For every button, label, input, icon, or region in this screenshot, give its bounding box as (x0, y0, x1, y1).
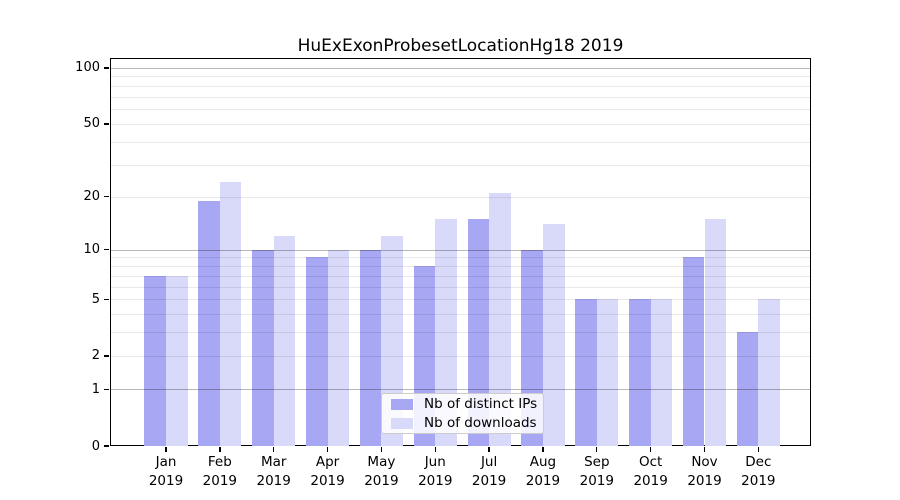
x-tick-mark (326, 447, 329, 452)
legend-entry-downloads: Nb of downloads (388, 415, 537, 431)
x-tick-label: Dec 2019 (741, 454, 776, 489)
x-tick-mark (703, 447, 706, 452)
bar-distinct-ips-dec (736, 332, 759, 446)
y-tick-label: 20 (83, 189, 100, 205)
bar-downloads-oct (650, 299, 673, 446)
gridline-minor (110, 257, 811, 259)
gridline-major (110, 249, 811, 251)
gridline-minor (110, 76, 811, 78)
gridline-minor (110, 265, 811, 267)
gridline-minor (110, 355, 811, 357)
x-tick-label: Jan 2019 (148, 454, 184, 489)
bar-downloads-jul (489, 192, 511, 446)
x-tick-label: Jul 2019 (471, 454, 507, 489)
x-tick-mark (380, 447, 383, 452)
x-tick-mark (219, 447, 221, 452)
gridline-major (110, 389, 811, 391)
x-tick-mark (596, 447, 598, 452)
gridline-minor (110, 275, 811, 277)
bar-downloads-dec (758, 299, 780, 446)
y-tick-mark (104, 67, 109, 69)
gridline-minor (110, 196, 811, 198)
bar-downloads-feb (219, 182, 242, 446)
x-tick-mark (165, 447, 167, 452)
gridline-minor (110, 123, 811, 125)
chart-title: HuExExonProbesetLocationHg18 2019 (297, 36, 624, 56)
x-tick-label: Oct 2019 (633, 454, 668, 489)
x-tick-label: Nov 2019 (687, 454, 722, 489)
y-tick-label: 50 (83, 116, 100, 132)
legend: Nb of distinct IPs Nb of downloads (381, 393, 544, 434)
x-tick-mark (273, 447, 275, 452)
x-tick-label: Apr 2019 (310, 454, 345, 489)
x-tick-label: May 2019 (364, 454, 399, 489)
bar-downloads-jun (435, 218, 457, 446)
gridline-minor (110, 314, 811, 316)
bar-downloads-mar (273, 235, 296, 446)
plot-area (110, 58, 811, 446)
gridline-minor (110, 332, 811, 334)
bar-downloads-aug (542, 224, 565, 446)
gridline-minor (110, 109, 811, 111)
x-tick-label: Feb 2019 (202, 454, 238, 489)
bar-distinct-ips-sep (575, 299, 597, 446)
x-tick-label: Aug 2019 (525, 454, 561, 489)
gridline-minor (110, 299, 811, 301)
y-tick-label: 1 (91, 381, 100, 397)
legend-swatch-distinct-ips (391, 398, 413, 410)
bar-distinct-ips-jul (467, 218, 490, 446)
y-tick-label: 100 (75, 60, 100, 76)
bar-distinct-ips-jan (144, 275, 166, 446)
x-tick-label: Mar 2019 (256, 454, 291, 489)
y-tick-mark (104, 298, 109, 300)
y-tick-mark (104, 388, 109, 390)
bar-distinct-ips-mar (252, 249, 274, 446)
x-tick-mark (488, 447, 490, 452)
legend-entry-distinct-ips: Nb of distinct IPs (388, 396, 537, 412)
gridline-minor (110, 85, 811, 87)
x-tick-mark (542, 447, 544, 452)
bar-downloads-nov (704, 218, 727, 446)
x-tick-label: Jun 2019 (418, 454, 453, 489)
y-tick-mark (104, 248, 109, 251)
bar-distinct-ips-feb (198, 200, 220, 446)
y-tick-label: 0 (91, 438, 100, 454)
y-tick-mark (104, 355, 109, 357)
gridline-minor (110, 164, 811, 166)
x-tick-label: Sep 2019 (579, 454, 614, 489)
bar-distinct-ips-apr (305, 257, 328, 446)
x-tick-mark (434, 447, 436, 452)
gridline-major (110, 67, 811, 69)
legend-swatch-downloads (391, 417, 413, 429)
legend-label-distinct-ips: Nb of distinct IPs (424, 395, 538, 412)
bar-distinct-ips-may (359, 249, 382, 446)
y-tick-label: 10 (83, 242, 100, 258)
bar-downloads-jan (166, 275, 188, 446)
y-tick-mark (104, 445, 109, 447)
bar-downloads-sep (596, 299, 619, 446)
bar-distinct-ips-nov (682, 257, 705, 446)
bar-distinct-ips-oct (629, 299, 651, 446)
y-tick-label: 2 (91, 348, 100, 364)
y-tick-mark (104, 123, 109, 125)
y-tick-mark (104, 195, 109, 198)
gridline-minor (110, 141, 811, 143)
legend-label-downloads: Nb of downloads (424, 414, 537, 431)
gridline-minor (110, 96, 811, 98)
gridline-minor (110, 286, 811, 288)
bar-downloads-apr (327, 249, 350, 446)
x-tick-mark (649, 447, 652, 452)
x-tick-mark (757, 447, 760, 452)
y-tick-label: 5 (91, 291, 100, 307)
